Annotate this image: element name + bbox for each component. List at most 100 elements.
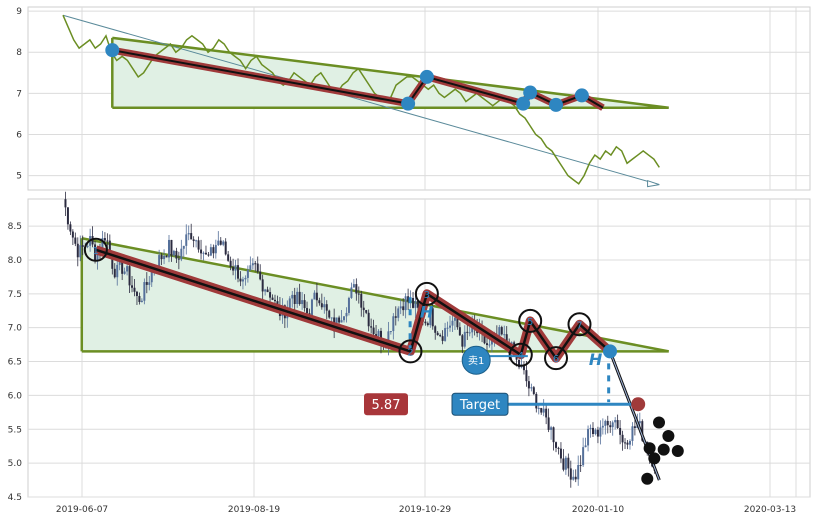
pattern-label: 3 bbox=[424, 290, 430, 301]
candle-body bbox=[375, 334, 378, 337]
candle-body bbox=[121, 261, 124, 274]
candle-body bbox=[564, 457, 567, 470]
candle-body bbox=[463, 331, 466, 347]
sell-circle bbox=[461, 345, 491, 375]
candle-body bbox=[360, 293, 363, 308]
candle-body bbox=[606, 420, 609, 426]
candle-body bbox=[584, 445, 587, 448]
candle-body bbox=[628, 440, 631, 445]
pattern-label: 5 bbox=[527, 317, 533, 328]
candle-body bbox=[138, 295, 141, 303]
candle-body bbox=[621, 434, 624, 443]
candle-body bbox=[291, 294, 294, 299]
top-pattern-point bbox=[401, 96, 416, 111]
post-break-dot bbox=[671, 444, 684, 457]
candle-body bbox=[488, 344, 491, 346]
candle-body bbox=[555, 442, 558, 448]
candle-body bbox=[542, 408, 545, 413]
top-y-tick-label: 5 bbox=[16, 172, 22, 182]
pattern-label: 7 bbox=[576, 320, 582, 331]
candle-body bbox=[315, 292, 318, 301]
candle-body bbox=[557, 447, 560, 449]
candle-body bbox=[212, 247, 215, 254]
candle-body bbox=[296, 291, 299, 304]
candle-body bbox=[431, 308, 434, 327]
top-trend-arrow bbox=[62, 14, 660, 186]
candle-body bbox=[577, 465, 580, 480]
candle-body bbox=[357, 293, 360, 295]
post-break-dot bbox=[643, 442, 656, 455]
target-box bbox=[451, 392, 509, 416]
candle-body bbox=[429, 308, 432, 326]
candle-body bbox=[249, 265, 252, 270]
pattern-label-circle bbox=[508, 342, 533, 367]
candle-body bbox=[633, 426, 636, 428]
candle-body bbox=[367, 312, 370, 327]
candle-body bbox=[591, 427, 594, 435]
candle-body bbox=[449, 325, 452, 328]
target-hit-marker bbox=[631, 397, 646, 412]
candle-body bbox=[126, 266, 129, 272]
candle-body bbox=[131, 285, 134, 288]
top-pattern-point bbox=[105, 43, 120, 58]
candle-body bbox=[426, 323, 429, 326]
candle-body bbox=[527, 381, 530, 389]
target-label: Target bbox=[459, 398, 500, 413]
candle-body bbox=[269, 292, 272, 298]
measured-move-label-1: H bbox=[420, 303, 434, 322]
candle-body bbox=[182, 245, 185, 249]
candle-body bbox=[76, 243, 79, 258]
candle-body bbox=[626, 442, 629, 445]
candle-body bbox=[66, 207, 69, 225]
candle-body bbox=[200, 249, 203, 254]
candle-body bbox=[439, 335, 442, 337]
bottom-y-tick-label: 8.5 bbox=[8, 222, 22, 232]
candle-body bbox=[451, 320, 454, 326]
candle-body bbox=[175, 250, 178, 259]
candle-body bbox=[123, 271, 126, 274]
top-y-tick-label: 9 bbox=[16, 7, 22, 17]
candle-body bbox=[197, 240, 200, 250]
candle-body bbox=[303, 300, 306, 309]
top-y-tick-label: 8 bbox=[16, 48, 22, 58]
candle-body bbox=[101, 238, 104, 252]
candle-body bbox=[160, 255, 163, 260]
candle-body bbox=[547, 417, 550, 430]
candle-body bbox=[207, 254, 210, 256]
pattern-label: 2 bbox=[407, 347, 413, 358]
candle-body bbox=[81, 245, 84, 247]
candle-body bbox=[505, 334, 508, 344]
candle-body bbox=[227, 254, 230, 261]
candle-body bbox=[128, 266, 131, 286]
pattern-label: 1 bbox=[93, 246, 99, 257]
candle-body bbox=[377, 330, 380, 337]
candle-body bbox=[399, 306, 402, 309]
candle-body bbox=[209, 247, 212, 256]
candle-body bbox=[599, 427, 602, 437]
candle-body bbox=[202, 252, 205, 254]
top-y-tick-label: 7 bbox=[16, 89, 22, 99]
candle-body bbox=[355, 284, 358, 294]
candle-body bbox=[74, 237, 77, 244]
x-tick-label: 2020-03-13 bbox=[744, 505, 796, 515]
candle-body bbox=[550, 427, 553, 430]
bottom-y-tick-label: 4.5 bbox=[8, 493, 22, 503]
candle-body bbox=[389, 331, 392, 333]
candle-body bbox=[71, 231, 74, 238]
bottom-pattern-path-inner bbox=[95, 248, 611, 360]
candle-body bbox=[106, 240, 109, 242]
candle-body bbox=[453, 317, 456, 321]
candle-body bbox=[261, 279, 264, 292]
pattern-label-circle bbox=[544, 346, 569, 371]
candle-body bbox=[239, 278, 242, 282]
candle-body bbox=[498, 327, 501, 338]
measured-move-label-2: H bbox=[589, 350, 603, 369]
x-tick-label: 2019-06-07 bbox=[56, 505, 108, 515]
candle-body bbox=[535, 393, 538, 409]
bottom-y-tick-label: 5.0 bbox=[8, 459, 23, 469]
candle-body bbox=[185, 234, 188, 246]
candle-body bbox=[525, 370, 528, 382]
candle-body bbox=[404, 296, 407, 311]
candle-body bbox=[503, 334, 506, 336]
candle-body bbox=[170, 239, 173, 256]
